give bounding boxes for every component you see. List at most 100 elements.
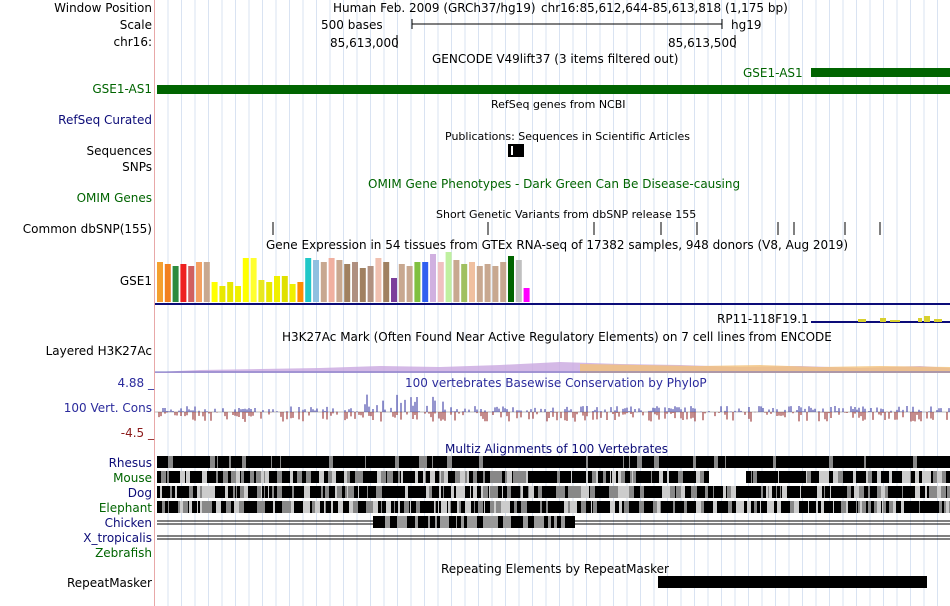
gtex-tissue-bar [344, 264, 351, 302]
assembly-text: Human Feb. 2009 (GRCh37/hg19) [333, 1, 536, 15]
gtex-tissue-bar [437, 262, 444, 302]
gtex-tissue-bar [414, 262, 421, 302]
gtex-tissue-bar [367, 266, 374, 302]
scale-text: 500 bases [321, 18, 383, 32]
gtex-tissue-bar [211, 282, 218, 302]
gtex-track-label[interactable]: GSE1 [119, 274, 152, 288]
ruler-tick-2: 85,613,500 [668, 36, 737, 50]
gtex-tissue-bar [515, 260, 522, 302]
gtex-tissue-bar [523, 288, 530, 302]
gtex-tissue-bar [476, 266, 483, 302]
gtex-tissue-bar [180, 264, 187, 302]
gtex-tissue-bar [430, 254, 436, 302]
label-divider [154, 0, 155, 606]
gtex-tissue-bar [227, 282, 234, 302]
gtex-tissue-bar [188, 266, 195, 302]
gtex-tissue-bar [235, 286, 241, 302]
h3k27ac-track-title: H3K27Ac Mark (Often Found Near Active Re… [282, 330, 832, 344]
gtex-tissue-bar [383, 262, 390, 302]
gtex-tissue-bar [196, 262, 202, 302]
multiz-track-title: Multiz Alignments of 100 Vertebrates [445, 442, 669, 456]
gtex-tissue-bar [359, 268, 366, 302]
dbsnp-variants[interactable] [0, 0, 950, 240]
gtex-tissue-bar [281, 276, 288, 302]
gtex-tissue-bar [375, 258, 382, 302]
scale-label: Scale [119, 18, 152, 32]
multiz-species-mouse[interactable]: Mouse [113, 471, 152, 485]
multiz-species-x-tropicalis[interactable]: X_tropicalis [83, 531, 152, 545]
rp11-gene-feature[interactable] [0, 0, 950, 330]
gtex-tissue-bar [352, 262, 358, 302]
gtex-tissue-bar [336, 260, 343, 302]
chrom-label: chr16: [113, 35, 152, 49]
gtex-tissue-bar [492, 266, 499, 302]
gtex-gene-baseline [155, 303, 950, 305]
gencode-gene-feature[interactable] [157, 85, 950, 94]
gtex-tissue-bar [484, 264, 491, 302]
omim-track-title: OMIM Gene Phenotypes - Dark Green Can Be… [368, 177, 741, 191]
gtex-item-label[interactable]: RP11-118F19.1 [717, 312, 809, 326]
publications-track-label[interactable]: Sequences [86, 144, 152, 158]
repeatmasker-track-title: Repeating Elements by RepeatMasker [441, 562, 669, 576]
gtex-tissue-bar [313, 260, 319, 302]
gtex-tissue-bar [250, 258, 257, 302]
gtex-tissue-bar [391, 278, 397, 302]
multiz-species-chicken[interactable]: Chicken [104, 516, 152, 530]
phylop-max-label: 4.88 _ [117, 376, 154, 390]
multiz-species-elephant[interactable]: Elephant [98, 501, 152, 515]
publications-track-title: Publications: Sequences in Scientific Ar… [445, 130, 690, 143]
gtex-tissue-bar [469, 262, 475, 302]
gtex-tissue-bar [274, 276, 280, 302]
scale-db: hg19 [731, 18, 762, 32]
gtex-tissue-bar [305, 258, 312, 302]
h3k27ac-signal[interactable] [0, 0, 950, 380]
gtex-tissue-bar [203, 262, 210, 302]
dbsnp-track-label[interactable]: Common dbSNP(155) [22, 222, 152, 236]
position-text: chr16:85,612,644-85,613,818 (1,175 bp) [541, 1, 788, 15]
refseq-track-title: RefSeq genes from NCBI [491, 98, 626, 111]
h3k27ac-track-label[interactable]: Layered H3K27Ac [45, 344, 152, 358]
repeatmasker-track-label[interactable]: RepeatMasker [66, 576, 152, 590]
gtex-tissue-bar [242, 258, 249, 302]
gencode-track-title: GENCODE V49lift37 (3 items filtered out) [432, 52, 679, 66]
window-position-label: Window Position [54, 1, 152, 15]
multiz-species-zebrafish[interactable]: Zebrafish [95, 546, 152, 560]
gtex-tissue-bar [406, 266, 413, 302]
gencode-item-label[interactable]: GSE1-AS1 [743, 66, 803, 80]
phylop-track-title: 100 vertebrates Basewise Conservation by… [405, 376, 707, 390]
repeatmasker-feature[interactable] [658, 576, 927, 588]
scale-bar [396, 19, 736, 48]
gtex-tissue-bar [508, 256, 514, 302]
gtex-tissue-bar [258, 280, 265, 302]
gtex-tissue-bar [320, 262, 327, 302]
refseq-track-label[interactable]: RefSeq Curated [58, 113, 152, 127]
gtex-expression-bars[interactable] [0, 0, 950, 310]
phylop-min-label: -4.5 _ [120, 426, 154, 440]
gtex-tissue-bar [164, 264, 171, 302]
snps-track-label[interactable]: SNPs [122, 160, 152, 174]
gtex-track-title: Gene Expression in 54 tissues from GTEx … [266, 238, 849, 252]
publication-feature-gap [511, 146, 513, 155]
phylop-track-label[interactable]: 100 Vert. Cons [63, 401, 152, 415]
gtex-tissue-bar [219, 286, 226, 302]
gtex-tissue-bar [445, 252, 452, 302]
multiz-alignments[interactable] [0, 0, 950, 560]
multiz-species-dog[interactable]: Dog [127, 486, 152, 500]
gtex-tissue-bar [328, 258, 335, 302]
gtex-tissue-bar [500, 262, 507, 302]
gencode-gene-feature-right[interactable] [811, 68, 950, 77]
gtex-tissue-bar [461, 264, 468, 302]
phylop-signal[interactable] [0, 0, 950, 445]
gencode-track-label[interactable]: GSE1-AS1 [92, 82, 152, 96]
gtex-tissue-bar [453, 260, 460, 302]
gtex-tissue-bar [157, 262, 163, 302]
omim-track-label[interactable]: OMIM Genes [76, 191, 152, 205]
gtex-tissue-bar [297, 282, 304, 302]
gtex-tissue-bar [289, 284, 296, 302]
ruler-tick-1: 85,613,000 [330, 36, 399, 50]
gtex-tissue-bar [398, 264, 405, 302]
multiz-species-rhesus[interactable]: Rhesus [108, 456, 152, 470]
gtex-tissue-bar [172, 266, 179, 302]
gtex-tissue-bar [422, 262, 429, 302]
dbsnp-track-title: Short Genetic Variants from dbSNP releas… [436, 208, 697, 221]
